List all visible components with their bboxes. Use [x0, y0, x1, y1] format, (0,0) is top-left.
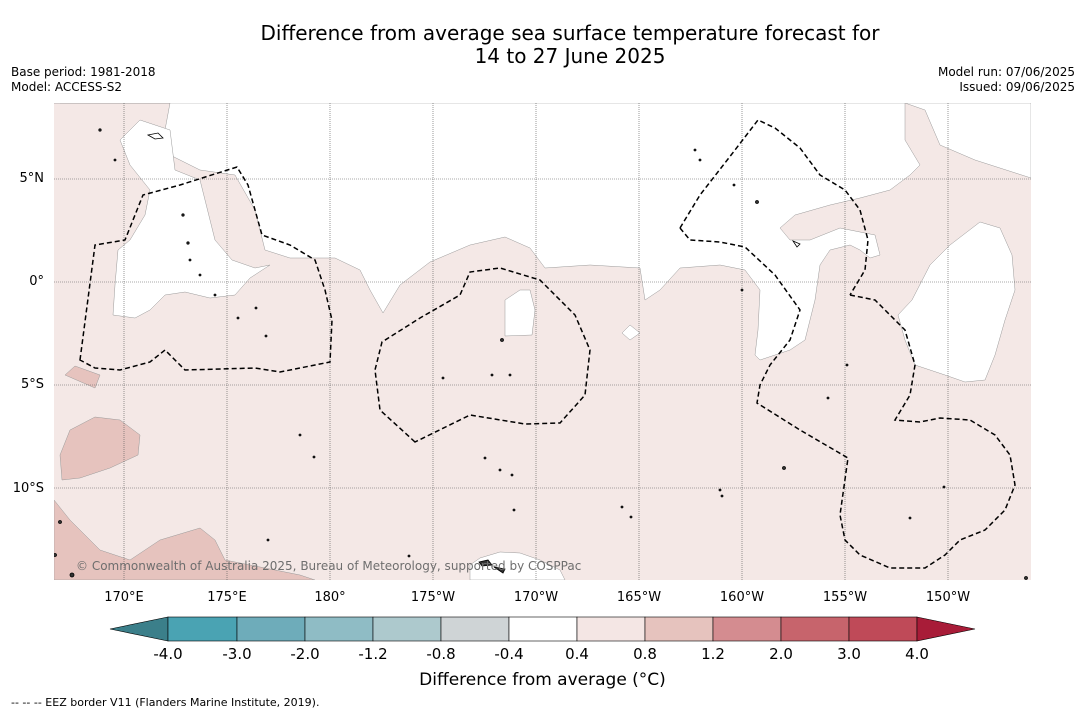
- colorbar-tick: -0.4: [494, 645, 524, 663]
- title-line-2: 14 to 27 June 2025: [474, 44, 666, 68]
- meta-right: Model run: 07/06/2025 Issued: 09/06/2025: [938, 65, 1075, 95]
- lon-label-155w: 155°W: [822, 590, 868, 605]
- anomaly-patch-small: [64, 365, 101, 389]
- eez-borders: [79, 119, 1016, 569]
- lat-label-5n: 5°N: [19, 171, 45, 186]
- lon-label-170e: 170°E: [104, 590, 144, 605]
- islands: [54, 128, 1028, 580]
- colorbar-bin: [236, 616, 306, 642]
- meta-left: Base period: 1981-2018 Model: ACCESS-S2: [11, 65, 156, 95]
- copyright-notice: © Commonwealth of Australia 2025, Bureau…: [76, 559, 582, 573]
- model-name: Model: ACCESS-S2: [11, 80, 123, 94]
- colorbar-label: Difference from average (°C): [419, 670, 666, 690]
- anomaly-patch-south-west: [54, 499, 316, 580]
- lon-label-175e: 175°E: [207, 590, 247, 605]
- colorbar-bin: [440, 616, 510, 642]
- colorbar-bin: [508, 616, 578, 642]
- lon-label-170w: 170°W: [513, 590, 559, 605]
- lon-label-160w: 160°W: [719, 590, 765, 605]
- colorbar-bin: [304, 616, 374, 642]
- neutral-region-north-west: [60, 103, 921, 361]
- colorbar-bin: [372, 616, 442, 642]
- colorbar-tick: 4.0: [905, 645, 929, 663]
- colorbar-tick: 1.2: [701, 645, 725, 663]
- colorbar-bin: [576, 616, 646, 642]
- model-run: Model run: 07/06/2025: [937, 65, 1075, 79]
- base-period: Base period: 1981-2018: [11, 65, 156, 79]
- colorbar-bin: [712, 616, 782, 642]
- colorbar-max-arrow: [916, 616, 976, 642]
- lat-label-5s: 5°S: [20, 377, 44, 392]
- lon-label-175w: 175°W: [410, 590, 456, 605]
- colorbar-bin: [644, 616, 714, 642]
- colorbar-tick: 0.4: [565, 645, 589, 663]
- eez-border-line-islands-south: [679, 227, 1016, 569]
- colorbar-tick: -4.0: [153, 645, 183, 663]
- colorbar-bin: [167, 616, 238, 642]
- colorbar-tick: -3.0: [222, 645, 252, 663]
- colorbar-tick: 3.0: [837, 645, 861, 663]
- lat-label-0: 0°: [29, 274, 44, 289]
- eez-border-kiribati-gilbert: [79, 166, 333, 373]
- neutral-region-small: [621, 324, 641, 341]
- colorbar-bin: [848, 616, 918, 642]
- colorbar-tick: -1.2: [358, 645, 388, 663]
- lon-label-150w: 150°W: [925, 590, 971, 605]
- neutral-region-center: [504, 289, 536, 337]
- colorbar-tick: 0.8: [633, 645, 657, 663]
- issued-date: Issued: 09/06/2025: [959, 80, 1075, 94]
- neutral-region-south: [469, 551, 566, 580]
- neutral-region-left-pocket: [112, 119, 271, 319]
- eez-legend-note: -- -- -- EEZ border V11 (Flanders Marine…: [11, 696, 320, 709]
- eez-border-tokelau: [374, 267, 591, 443]
- colorbar-tick: 2.0: [769, 645, 793, 663]
- colorbar: [109, 616, 976, 642]
- eez-border-line-islands: [679, 119, 869, 296]
- neutral-region-east: [897, 221, 1016, 383]
- lat-label-10s: 10°S: [12, 481, 44, 496]
- map-area: [54, 103, 1031, 580]
- chart-title: Difference from average sea surface temp…: [0, 22, 1085, 68]
- colorbar-min-arrow: [109, 616, 169, 642]
- anomaly-patch-west: [59, 416, 141, 481]
- colorbar-tick: -0.8: [426, 645, 456, 663]
- title-line-1: Difference from average sea surface temp…: [260, 21, 880, 45]
- lon-label-165w: 165°W: [616, 590, 662, 605]
- colorbar-bin: [780, 616, 850, 642]
- lon-label-180: 180°: [314, 590, 346, 605]
- colorbar-tick: -2.0: [290, 645, 320, 663]
